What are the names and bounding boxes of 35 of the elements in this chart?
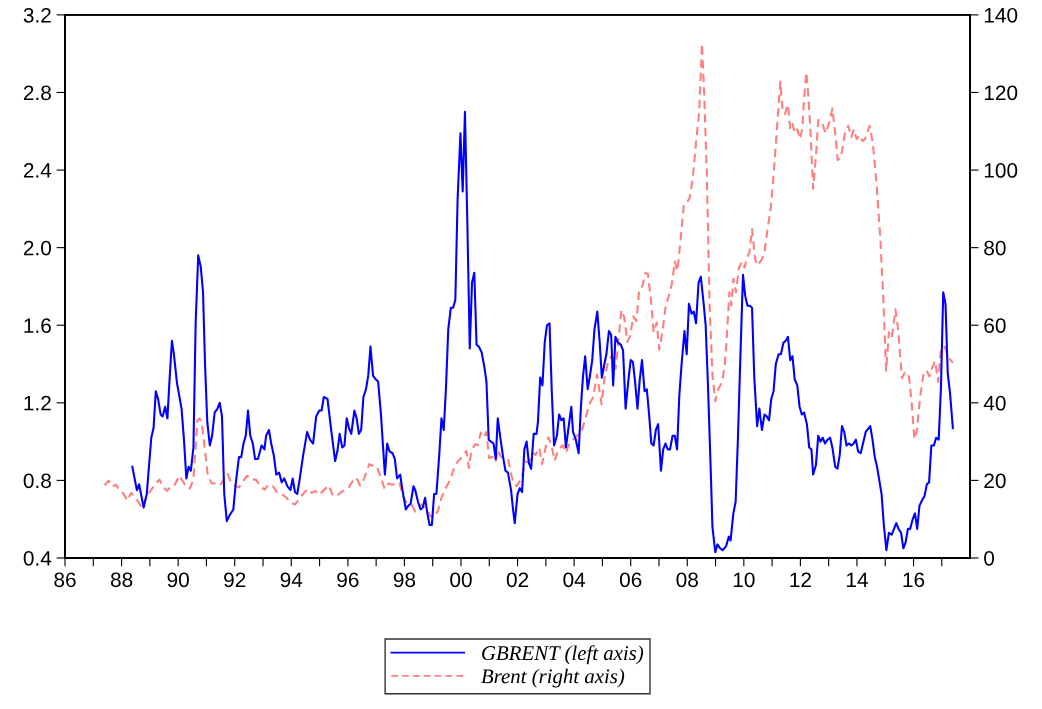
x-tick-label: 86 bbox=[54, 572, 76, 588]
y-tick-label: 2.4 bbox=[23, 163, 52, 178]
y2-tick-label: 120 bbox=[984, 85, 1018, 101]
y2-tick-label: 20 bbox=[984, 473, 1006, 489]
y2-tick-label: 0 bbox=[984, 550, 995, 566]
legend-label: GBRENT (left axis) bbox=[482, 645, 644, 665]
y-tick-label: 3.2 bbox=[23, 7, 51, 23]
y-tick-label: 0.8 bbox=[23, 473, 51, 489]
x-tick-label: 06 bbox=[619, 572, 642, 588]
x-tick-label: 00 bbox=[450, 572, 472, 588]
y-tick-label: 2.8 bbox=[23, 85, 51, 101]
legend-label: Brent (right axis) bbox=[481, 668, 625, 688]
y2-tick-label: 60 bbox=[984, 318, 1006, 333]
x-tick-label: 02 bbox=[506, 572, 529, 588]
y-tick-label: 2.0 bbox=[23, 240, 52, 256]
x-tick-label: 96 bbox=[337, 572, 359, 588]
x-tick-label: 90 bbox=[167, 572, 189, 588]
y2-tick-label: 40 bbox=[983, 395, 1006, 411]
x-tick-label: 16 bbox=[903, 572, 925, 588]
y2-tick-label: 100 bbox=[984, 163, 1018, 178]
x-tick-label: 04 bbox=[563, 572, 586, 588]
x-tick-label: 10 bbox=[733, 572, 755, 588]
x-tick-label: 14 bbox=[846, 572, 868, 587]
y2-tick-label: 140 bbox=[984, 7, 1018, 23]
line-series bbox=[131, 110, 954, 554]
x-tick-label: 08 bbox=[676, 572, 698, 588]
y-tick-label: 1.2 bbox=[24, 395, 51, 411]
x-tick-label: 88 bbox=[110, 572, 133, 588]
x-tick-label: 98 bbox=[393, 572, 416, 588]
y2-tick-label: 80 bbox=[984, 240, 1006, 256]
x-tick-label: 92 bbox=[224, 572, 246, 588]
y-tick-label: 0.4 bbox=[23, 550, 52, 566]
x-tick-label: 94 bbox=[280, 572, 303, 588]
y-tick-label: 1.6 bbox=[24, 318, 51, 333]
x-tick-label: 12 bbox=[790, 572, 811, 587]
